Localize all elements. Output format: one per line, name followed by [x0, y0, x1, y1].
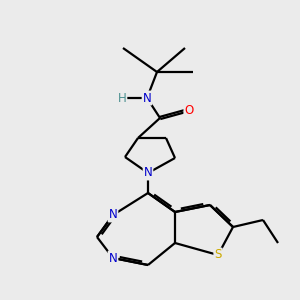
- Text: O: O: [184, 103, 194, 116]
- Text: S: S: [214, 248, 222, 262]
- Text: N: N: [109, 251, 117, 265]
- Text: N: N: [109, 208, 117, 221]
- Text: H: H: [118, 92, 126, 104]
- Text: N: N: [142, 92, 152, 104]
- Text: N: N: [144, 167, 152, 179]
